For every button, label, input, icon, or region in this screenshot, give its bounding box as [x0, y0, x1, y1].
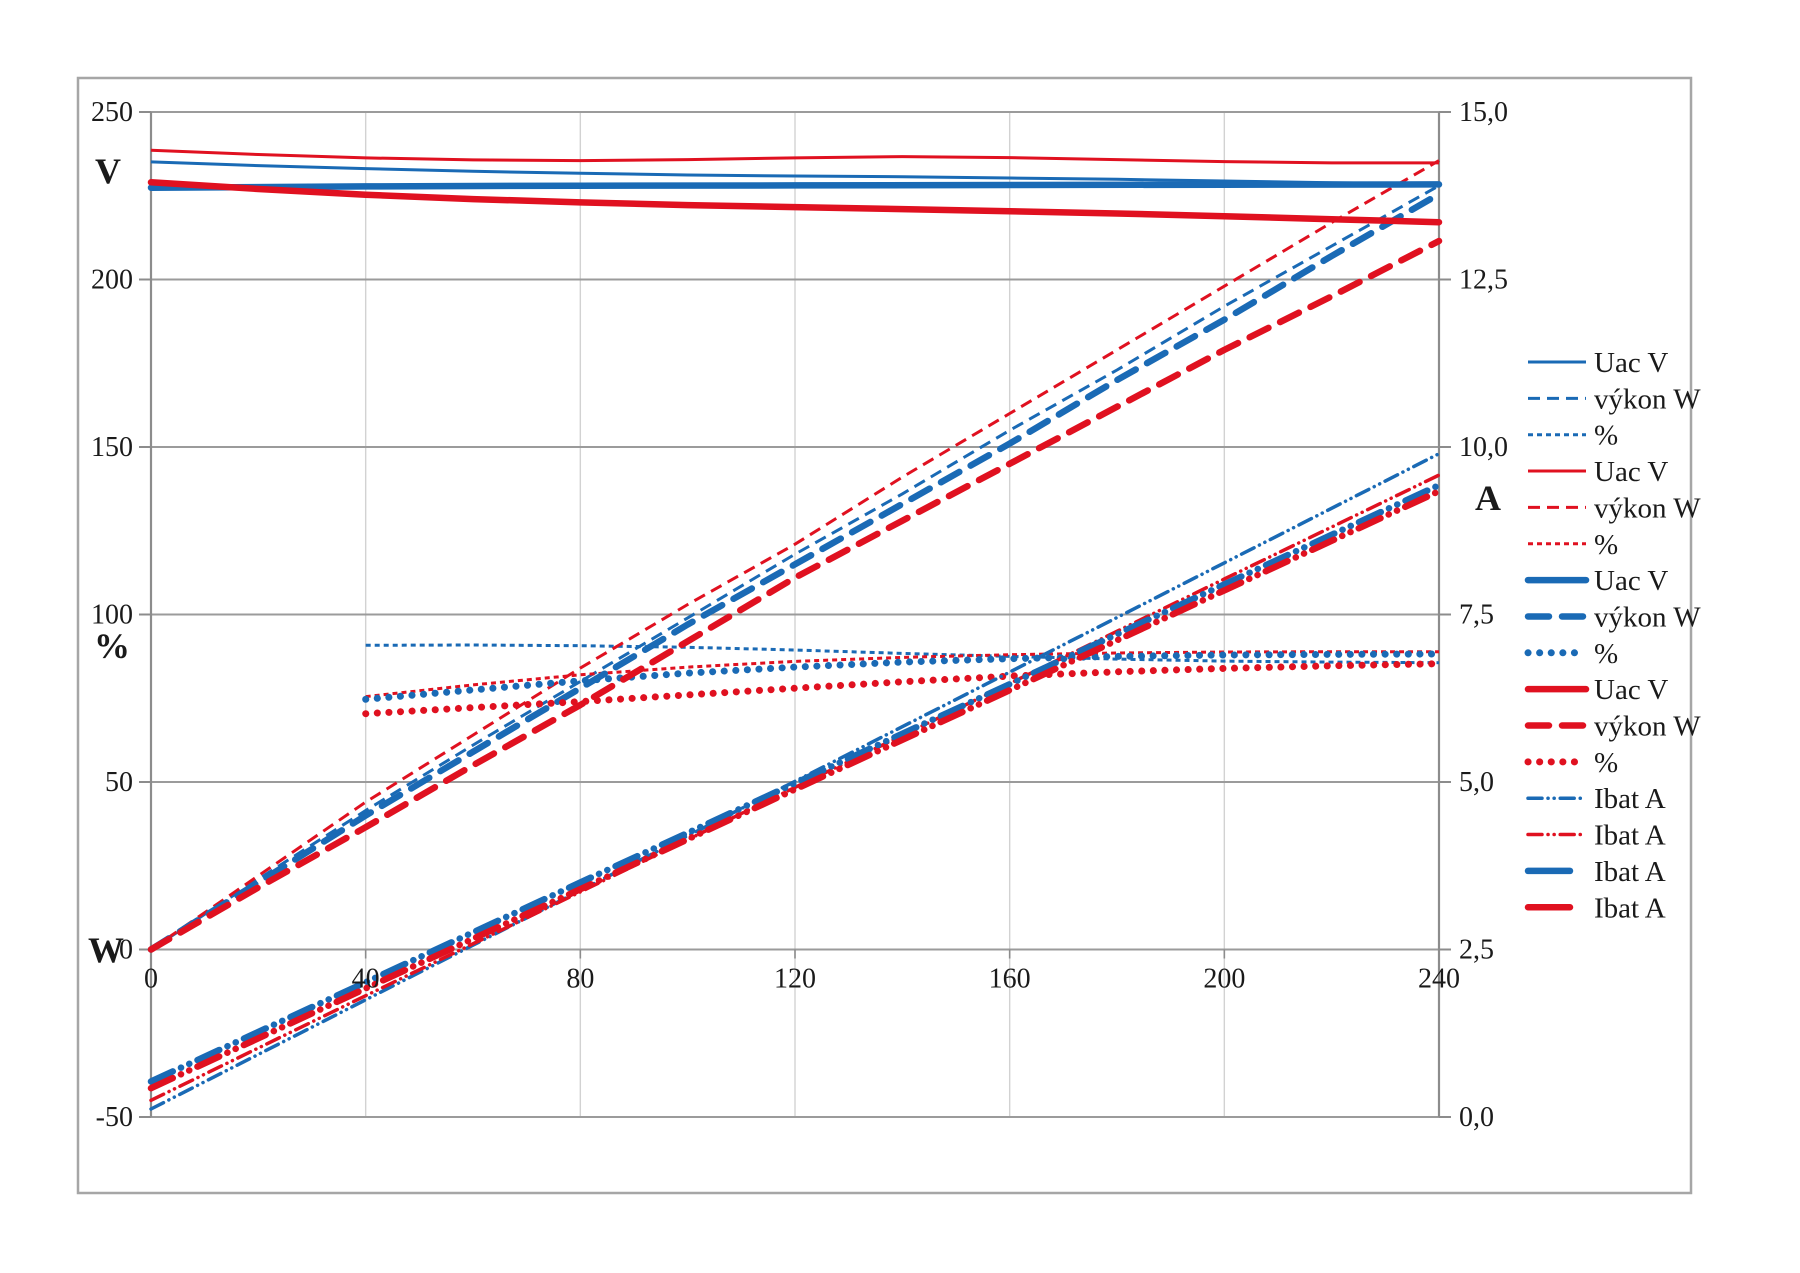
series-line-pct-blue-thin: [365, 643, 1440, 665]
y-right-tick-label: 12,5: [1459, 265, 1508, 296]
series-line-ibat-a-blue-thin: [149, 451, 1441, 1111]
legend-label-pct-blue-thin: %: [1594, 420, 1618, 452]
series-line-vykon-w-blue-thick: [147, 190, 1443, 953]
y-left-tick-label: 0: [119, 935, 133, 966]
y-right-tick-label: 5,0: [1459, 767, 1494, 798]
legend-label-vykon-w-red-thick: výkon W: [1594, 711, 1701, 743]
legend-label-vykon-w-blue-thin: výkon W: [1594, 383, 1701, 415]
x-tick-label: 0: [144, 964, 158, 995]
legend-label-uac-v-red-thin: Uac V: [1594, 456, 1668, 488]
y-left-tick-label: 50: [105, 767, 133, 798]
y-right-tick-label: 10,0: [1459, 432, 1508, 463]
x-tick-label: 200: [1203, 964, 1245, 995]
legend-label-uac-v-blue-thin: Uac V: [1594, 347, 1668, 379]
series-line-uac-v-blue-thick: [147, 181, 1443, 191]
legend-label-pct-red-thick: %: [1594, 747, 1618, 779]
legend-label-ibat-a-blue-thick: Ibat A: [1594, 856, 1666, 888]
series-line-uac-v-red-thick: [147, 179, 1443, 226]
legend-label-ibat-a-red-thick: Ibat A: [1594, 892, 1666, 924]
series-line-uac-v-red-thin: [150, 148, 1439, 165]
y-left-unit-pct: %: [94, 626, 130, 666]
series-line-vykon-w-blue-thin: [150, 184, 1440, 951]
x-tick-label: 240: [1418, 964, 1460, 995]
y-right-unit-a: A: [1475, 478, 1501, 518]
y-right-tick-label: 7,5: [1459, 600, 1494, 631]
y-right-tick-label: 15,0: [1459, 97, 1508, 128]
y-left-tick-label: -50: [96, 1102, 133, 1133]
y-left-tick-label: 100: [91, 600, 133, 631]
legend-label-pct-blue-thick: %: [1594, 638, 1618, 670]
y-left-unit-v: V: [95, 151, 121, 191]
series-line-vykon-w-red-thick: [147, 237, 1443, 953]
series-line-ibat-a-red-thin: [149, 473, 1441, 1103]
x-tick-label: 120: [774, 964, 816, 995]
y-right-tick-label: 0,0: [1459, 1102, 1494, 1133]
series-line-ibat-a-red-thick: [147, 487, 1443, 1092]
y-right-tick-label: 2,5: [1459, 935, 1494, 966]
y-left-tick-label: 150: [91, 432, 133, 463]
y-left-unit-w: W: [88, 930, 124, 970]
legend-label-uac-v-blue-thick: Uac V: [1594, 565, 1668, 597]
series-line-uac-v-blue-thin: [150, 160, 1440, 186]
series-line-ibat-a-blue-thick: [147, 481, 1443, 1085]
y-left-tick-label: 200: [91, 265, 133, 296]
legend-label-ibat-a-red-thin: Ibat A: [1594, 820, 1666, 852]
legend-label-ibat-a-blue-thin: Ibat A: [1594, 783, 1666, 815]
legend-label-uac-v-red-thick: Uac V: [1594, 674, 1668, 706]
x-tick-label: 40: [352, 964, 380, 995]
legend-label-pct-red-thin: %: [1594, 529, 1618, 561]
x-tick-label: 80: [566, 964, 594, 995]
legend-label-vykon-w-red-thin: výkon W: [1594, 492, 1701, 524]
figure-border: [76, 76, 1693, 1195]
series-line-vykon-w-red-thin: [150, 159, 1440, 951]
x-tick-label: 160: [989, 964, 1031, 995]
legend-label-vykon-w-blue-thick: výkon W: [1594, 601, 1701, 633]
series-line-pct-blue-thick: [362, 650, 1443, 703]
y-left-tick-label: 250: [91, 97, 133, 128]
series-line-pct-red-thick: [362, 660, 1443, 718]
